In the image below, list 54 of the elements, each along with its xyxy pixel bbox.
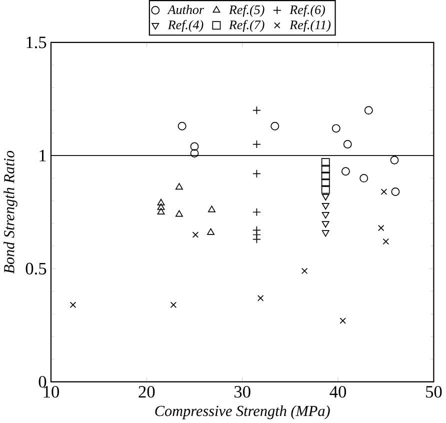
x-axis-title: Compressive Strength (MPa) <box>155 406 330 420</box>
point <box>321 165 330 174</box>
point <box>322 221 330 228</box>
y-tick-label: 1 <box>40 150 46 162</box>
point <box>321 158 330 167</box>
point <box>175 183 183 190</box>
y-tick-label: 0.5 <box>26 262 46 275</box>
point <box>322 203 330 210</box>
x-tick-label: 40 <box>330 386 346 398</box>
x-tick-label: 20 <box>138 386 155 398</box>
point <box>332 124 340 133</box>
point <box>321 178 330 188</box>
legend-label: Author <box>167 5 204 14</box>
y-tick-label: 1.5 <box>26 36 46 48</box>
point <box>380 188 388 195</box>
point <box>343 140 352 149</box>
point <box>360 174 368 183</box>
y-tick-label: 0 <box>38 376 46 388</box>
point <box>70 302 76 308</box>
point <box>208 206 216 212</box>
point <box>390 156 399 164</box>
point <box>157 208 165 215</box>
x-tick-label: 10 <box>44 386 59 398</box>
legend-label: Ref.(11) <box>290 20 331 32</box>
point <box>192 232 199 238</box>
point <box>170 302 177 308</box>
point <box>270 122 280 130</box>
x-tick-label: 50 <box>426 386 442 398</box>
point <box>157 203 165 210</box>
point <box>382 238 389 245</box>
point <box>257 295 264 302</box>
point <box>391 188 400 196</box>
legend-label: Ref.(6) <box>290 4 325 17</box>
y-axis-title: Bond Strength Ratio <box>4 150 18 274</box>
point <box>190 149 199 158</box>
legend-label: Ref.(7) <box>228 20 264 32</box>
point <box>322 194 330 201</box>
legend-label: Ref.(4) <box>168 20 204 32</box>
point <box>207 228 214 235</box>
point <box>301 268 308 274</box>
point <box>322 212 330 219</box>
point <box>321 172 330 180</box>
point <box>322 230 330 237</box>
point <box>178 122 186 130</box>
point <box>364 106 373 115</box>
point <box>341 167 350 176</box>
point <box>190 142 199 151</box>
point <box>157 198 165 206</box>
legend-label: Ref.(5) <box>228 4 264 17</box>
point <box>340 318 346 324</box>
point <box>378 224 384 232</box>
point <box>175 210 183 217</box>
point <box>321 185 330 194</box>
x-tick-label: 30 <box>234 386 250 398</box>
